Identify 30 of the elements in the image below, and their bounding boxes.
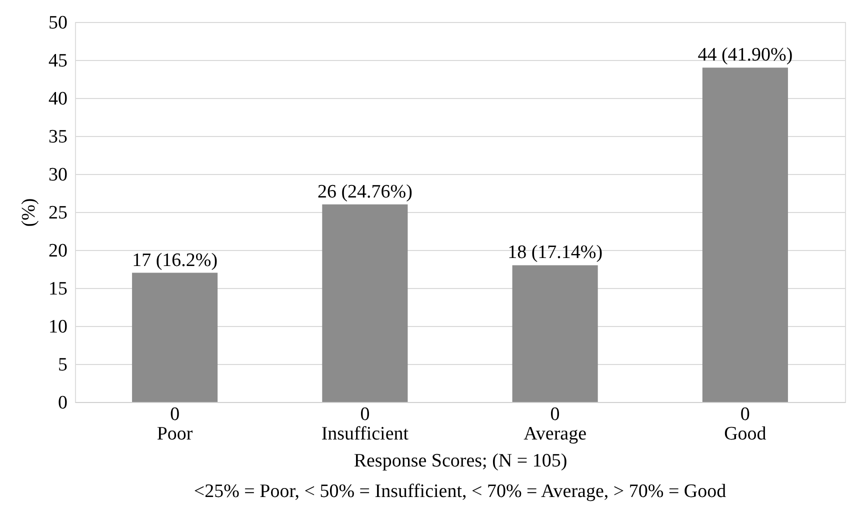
y-tick-label: 50 <box>48 12 68 34</box>
bar <box>702 68 788 402</box>
y-tick-label: 45 <box>48 50 68 72</box>
text: <25% = Poor, < 50% = Insufficient, < 70% = Average, > 70% = Good <box>194 481 727 502</box>
bar <box>512 265 598 402</box>
y-tick-label: 0 <box>58 392 68 414</box>
data-label: 44 (41.90%) <box>698 44 793 66</box>
y-tick-label: 35 <box>48 126 68 148</box>
annotation: 0 <box>740 404 750 425</box>
bar <box>132 272 218 402</box>
y-tick-label: 10 <box>48 316 68 338</box>
x-tick-label: Poor <box>156 424 194 444</box>
y-tick-label: 15 <box>48 278 68 300</box>
data-label: 26 (24.76%) <box>317 181 412 202</box>
y-tick-label: 25 <box>48 202 68 224</box>
data-label: 17 (16.2%) <box>132 250 218 271</box>
y-tick-label: 40 <box>48 88 68 110</box>
annotation: 0 <box>360 404 370 425</box>
annotation: 0 <box>550 404 560 425</box>
bar <box>322 204 408 402</box>
y-tick-label: 5 <box>58 354 68 376</box>
x-tick-label: Good <box>724 424 767 444</box>
y-tick-label: 30 <box>48 164 68 186</box>
data-label: 18 (17.14%) <box>508 242 603 264</box>
x-axis-title: Response Scores; (N = 105) <box>354 450 568 472</box>
y-axis-title: (%) <box>18 198 40 227</box>
y-tick-label: 20 <box>48 240 68 262</box>
x-tick-label: Average <box>524 424 587 444</box>
annotation: 0 <box>170 404 180 425</box>
x-tick-label: Insufficient <box>321 424 410 444</box>
